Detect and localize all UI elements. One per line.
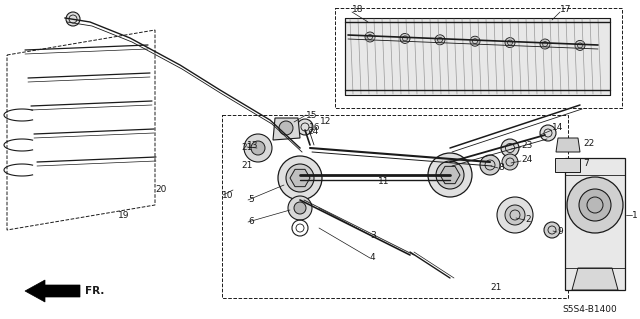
Circle shape — [470, 36, 480, 46]
Polygon shape — [345, 18, 610, 95]
Circle shape — [286, 164, 314, 192]
Circle shape — [428, 153, 472, 197]
Text: 2: 2 — [525, 216, 531, 225]
Circle shape — [502, 154, 518, 170]
Text: 6: 6 — [248, 218, 253, 226]
Text: 9: 9 — [557, 227, 563, 236]
Circle shape — [505, 205, 525, 225]
Circle shape — [294, 202, 306, 214]
Text: 21: 21 — [241, 160, 252, 169]
Circle shape — [293, 171, 307, 185]
Text: 17: 17 — [560, 5, 572, 14]
Text: S5S4-B1400: S5S4-B1400 — [563, 306, 618, 315]
Text: 13: 13 — [247, 140, 259, 150]
Text: 18: 18 — [352, 5, 364, 14]
Text: 19: 19 — [118, 211, 129, 219]
Text: 11: 11 — [378, 177, 390, 187]
Circle shape — [66, 12, 80, 26]
Circle shape — [501, 139, 519, 157]
Text: 16: 16 — [309, 123, 321, 132]
Circle shape — [400, 33, 410, 43]
Text: 3: 3 — [370, 231, 376, 240]
Circle shape — [575, 41, 585, 50]
Polygon shape — [572, 268, 618, 290]
Circle shape — [579, 189, 611, 221]
Circle shape — [497, 197, 533, 233]
Text: 15: 15 — [306, 110, 317, 120]
Circle shape — [297, 119, 313, 135]
Circle shape — [365, 32, 375, 42]
Text: 8: 8 — [498, 164, 504, 173]
Circle shape — [505, 38, 515, 48]
Text: 1: 1 — [632, 211, 637, 219]
Polygon shape — [25, 280, 80, 302]
Polygon shape — [556, 138, 580, 152]
Polygon shape — [273, 118, 300, 140]
Circle shape — [244, 134, 272, 162]
Text: 22: 22 — [583, 138, 595, 147]
Text: 10: 10 — [222, 190, 234, 199]
Text: 24: 24 — [307, 128, 318, 137]
Text: 24: 24 — [521, 155, 532, 165]
Polygon shape — [565, 158, 625, 290]
Text: 5: 5 — [248, 196, 253, 204]
Text: 23: 23 — [521, 140, 532, 150]
Text: 4: 4 — [370, 254, 376, 263]
Circle shape — [279, 121, 293, 135]
Circle shape — [435, 35, 445, 45]
Polygon shape — [555, 158, 580, 172]
Circle shape — [540, 125, 556, 141]
Polygon shape — [290, 169, 310, 187]
Circle shape — [251, 141, 265, 155]
Text: 7: 7 — [583, 159, 589, 167]
Circle shape — [288, 196, 312, 220]
Circle shape — [278, 156, 322, 200]
Text: 12: 12 — [320, 117, 332, 127]
Circle shape — [443, 168, 457, 182]
Circle shape — [436, 161, 464, 189]
Text: 21: 21 — [241, 144, 252, 152]
Text: FR.: FR. — [85, 286, 104, 296]
Polygon shape — [440, 166, 460, 184]
Text: 21: 21 — [490, 284, 501, 293]
Text: 14: 14 — [552, 123, 563, 132]
Circle shape — [544, 222, 560, 238]
Circle shape — [480, 155, 500, 175]
Text: 20: 20 — [155, 186, 166, 195]
Circle shape — [540, 39, 550, 49]
Circle shape — [567, 177, 623, 233]
